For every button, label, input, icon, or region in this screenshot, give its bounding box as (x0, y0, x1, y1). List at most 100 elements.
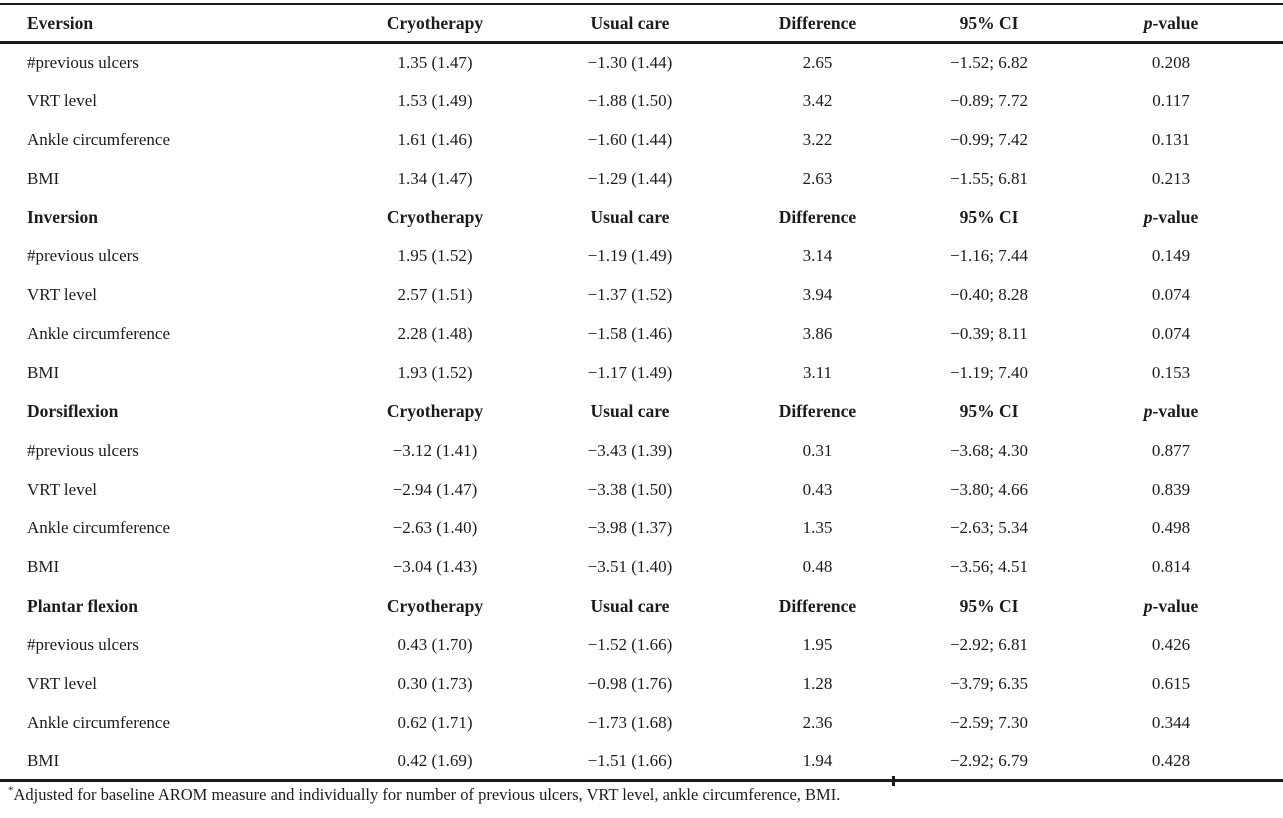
cell-ci: −3.79; 6.35 (949, 673, 1029, 693)
cell-ci: −1.16; 7.44 (949, 246, 1029, 266)
cell-p-value: 0.074 (1151, 285, 1191, 305)
col-header-usual-care: Usual care (590, 207, 670, 228)
cell-usual-care: −1.29 (1.44) (587, 168, 673, 188)
col-header-p-value: p-value (1073, 392, 1283, 431)
col-header-difference: Difference (778, 207, 857, 228)
cell-ci: −0.89; 7.72 (949, 91, 1029, 111)
cell-ci: −0.39; 8.11 (950, 324, 1028, 344)
cell-difference: 0.43 (802, 479, 833, 499)
col-header-usual-care: Usual care (590, 595, 670, 616)
col-header-p-value: p-value (1073, 198, 1283, 237)
cell-usual-care: −1.37 (1.52) (587, 285, 673, 305)
row-label: #previous ulcers (27, 53, 139, 73)
p-value-rest: -value (1152, 595, 1199, 616)
p-value-italic: p (1143, 12, 1153, 33)
p-value-rest: -value (1152, 401, 1199, 422)
table-row: VRT level 0.30 (1.73) −0.98 (1.76) 1.28 … (0, 664, 1283, 703)
col-header-difference: Difference (778, 12, 857, 33)
row-label: #previous ulcers (27, 634, 139, 654)
p-value-italic: p (1143, 401, 1153, 422)
cell-p-value: 0.615 (1151, 673, 1191, 693)
col-header-difference: Difference (778, 595, 857, 616)
cell-usual-care: −3.51 (1.40) (587, 557, 673, 577)
col-header-p-value: p-value (1073, 4, 1283, 43)
section-title: Plantar flexion (27, 595, 138, 616)
cell-ci: −2.59; 7.30 (949, 712, 1029, 732)
cell-difference: 3.14 (802, 246, 833, 266)
cell-difference: 3.22 (802, 129, 833, 149)
row-label: Ankle circumference (27, 324, 170, 344)
row-label: VRT level (27, 91, 97, 111)
p-value-italic: p (1143, 595, 1153, 616)
cell-cryotherapy: −2.94 (1.47) (392, 479, 478, 499)
cell-usual-care: −1.60 (1.44) (587, 129, 673, 149)
table-row: BMI 1.93 (1.52) −1.17 (1.49) 3.11 −1.19;… (0, 354, 1283, 393)
cell-difference: 1.35 (802, 518, 833, 538)
section-header-row-dorsiflexion: Dorsiflexion Cryotherapy Usual care Diff… (0, 392, 1283, 431)
cell-ci: −1.19; 7.40 (949, 363, 1029, 383)
paper-table-page: Eversion Cryotherapy Usual care Differen… (0, 3, 1283, 818)
cell-usual-care: −1.52 (1.66) (587, 634, 673, 654)
cell-difference: 3.86 (802, 324, 833, 344)
cell-usual-care: −1.19 (1.49) (587, 246, 673, 266)
cell-p-value: 0.426 (1151, 634, 1191, 654)
col-header-ci: 95% CI (959, 12, 1019, 33)
row-label: BMI (27, 363, 60, 383)
cell-difference: 2.36 (802, 712, 833, 732)
cell-cryotherapy: 0.30 (1.73) (397, 673, 473, 693)
cell-usual-care: −1.58 (1.46) (587, 324, 673, 344)
col-header-usual-care: Usual care (590, 401, 670, 422)
cell-ci: −3.68; 4.30 (949, 440, 1029, 460)
cell-usual-care: −3.43 (1.39) (587, 440, 673, 460)
cell-usual-care: −1.51 (1.66) (587, 750, 673, 770)
cell-difference: 2.65 (802, 53, 833, 73)
row-label: Ankle circumference (27, 518, 170, 538)
cell-cryotherapy: 1.93 (1.52) (397, 363, 473, 383)
cell-p-value: 0.877 (1151, 440, 1191, 460)
cell-cryotherapy: 0.62 (1.71) (397, 712, 473, 732)
cell-usual-care: −1.17 (1.49) (587, 363, 673, 383)
col-header-cryotherapy: Cryotherapy (386, 207, 484, 228)
cell-difference: 0.31 (802, 440, 833, 460)
cell-p-value: 0.498 (1151, 518, 1191, 538)
cell-ci: −1.55; 6.81 (949, 168, 1029, 188)
cell-cryotherapy: −3.12 (1.41) (392, 440, 478, 460)
table-footnote: *Adjusted for baseline AROM measure and … (0, 785, 1283, 805)
cell-p-value: 0.131 (1151, 129, 1191, 149)
cell-cryotherapy: 1.95 (1.52) (397, 246, 473, 266)
footnote-asterisk-marker: * (8, 784, 14, 797)
cell-difference: 1.28 (802, 673, 833, 693)
table-row: #previous ulcers 1.95 (1.52) −1.19 (1.49… (0, 237, 1283, 276)
table-row: Ankle circumference 0.62 (1.71) −1.73 (1… (0, 703, 1283, 742)
cell-cryotherapy: 1.35 (1.47) (397, 53, 473, 73)
col-header-ci: 95% CI (959, 401, 1019, 422)
cell-p-value: 0.117 (1152, 91, 1190, 111)
cell-p-value: 0.074 (1151, 324, 1191, 344)
table-row: VRT level 1.53 (1.49) −1.88 (1.50) 3.42 … (0, 82, 1283, 121)
cell-p-value: 0.149 (1151, 246, 1191, 266)
cell-usual-care: −1.88 (1.50) (587, 91, 673, 111)
bottom-rule-tick-artifact (892, 776, 895, 786)
cell-ci: −3.56; 4.51 (949, 557, 1029, 577)
row-label: VRT level (27, 673, 97, 693)
cell-p-value: 0.344 (1151, 712, 1191, 732)
table-row: Ankle circumference 1.61 (1.46) −1.60 (1… (0, 121, 1283, 160)
row-label: #previous ulcers (27, 440, 139, 460)
section-title: Dorsiflexion (27, 401, 119, 422)
table-row: BMI 0.42 (1.69) −1.51 (1.66) 1.94 −2.92;… (0, 742, 1283, 781)
table-row: Ankle circumference 2.28 (1.48) −1.58 (1… (0, 315, 1283, 354)
p-value-italic: p (1143, 207, 1153, 228)
cell-ci: −0.40; 8.28 (949, 285, 1029, 305)
cell-p-value: 0.839 (1151, 479, 1191, 499)
cell-cryotherapy: 2.28 (1.48) (397, 324, 473, 344)
row-label: BMI (27, 750, 60, 770)
cell-p-value: 0.213 (1151, 168, 1191, 188)
section-header-row-inversion: Inversion Cryotherapy Usual care Differe… (0, 198, 1283, 237)
col-header-cryotherapy: Cryotherapy (386, 595, 484, 616)
row-label: VRT level (27, 285, 97, 305)
cell-cryotherapy: 1.53 (1.49) (397, 91, 473, 111)
cell-cryotherapy: 1.61 (1.46) (397, 129, 473, 149)
section-title: Inversion (27, 207, 98, 228)
cell-usual-care: −0.98 (1.76) (587, 673, 673, 693)
cell-p-value: 0.814 (1151, 557, 1191, 577)
